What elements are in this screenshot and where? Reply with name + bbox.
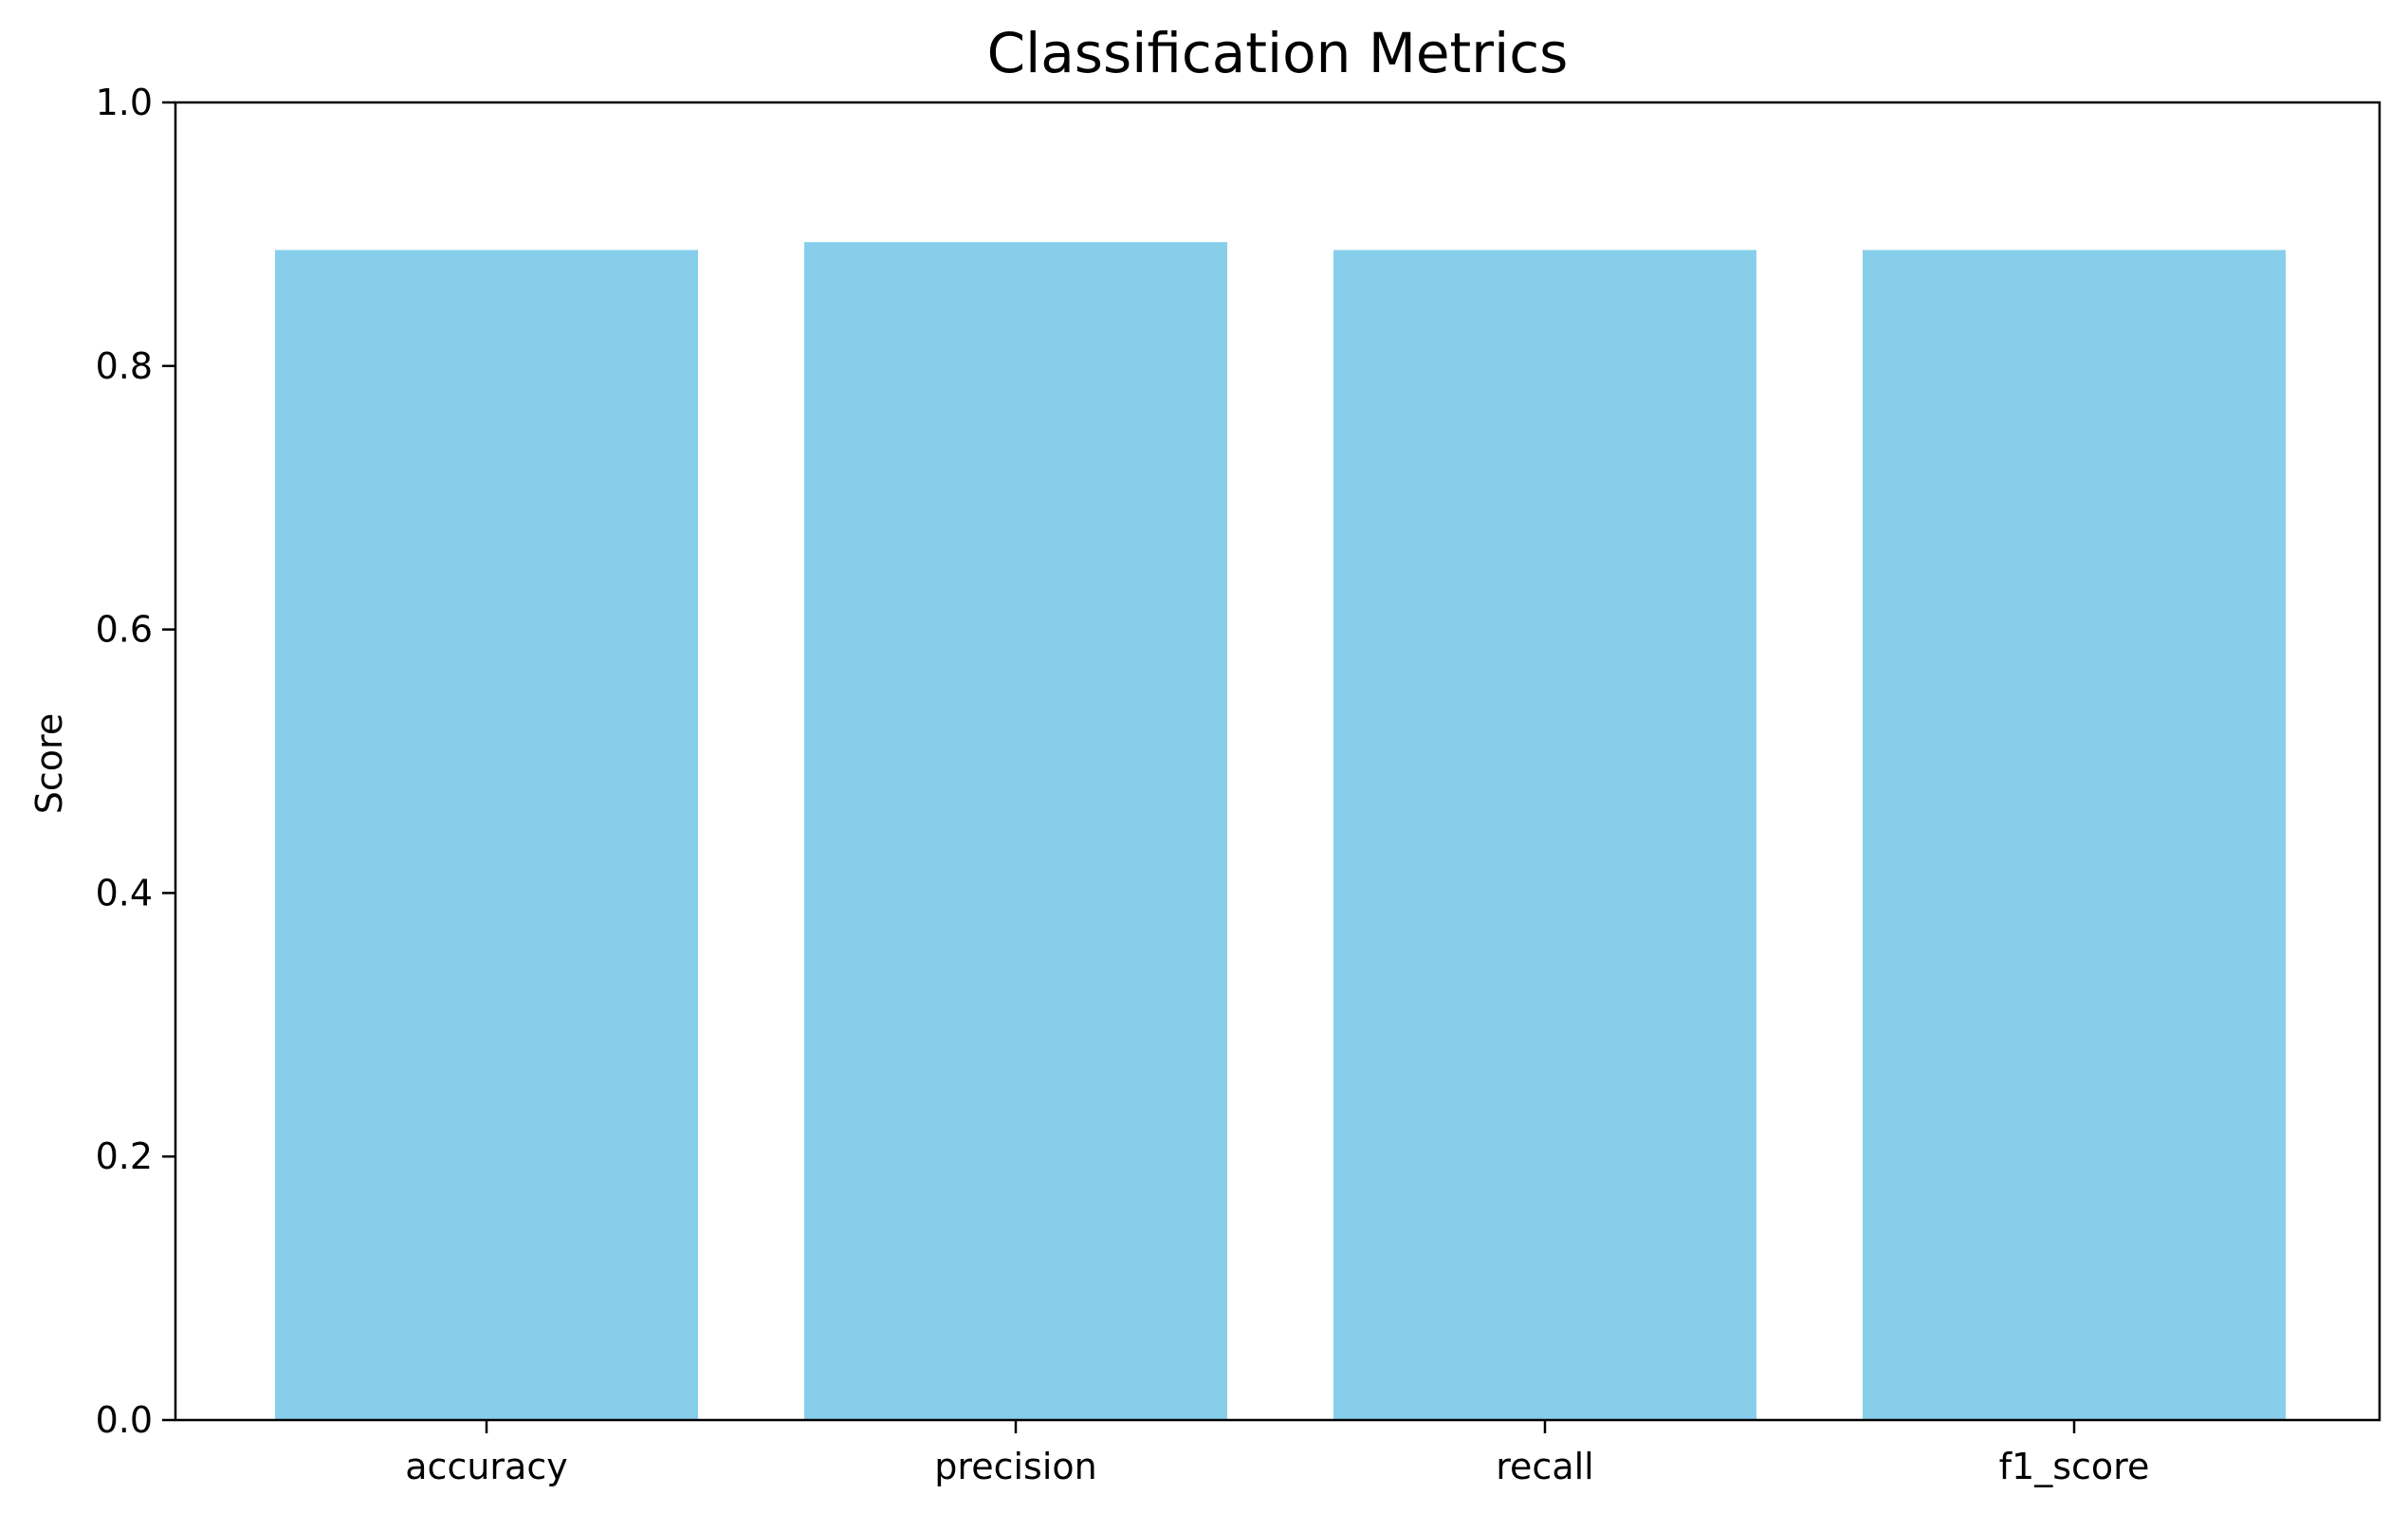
bars-group [275,242,2286,1420]
x-axis-ticks: accuracy precision recall f1_score [405,1420,2149,1487]
plot-frame [174,101,2381,1422]
x-tick-label: f1_score [1999,1446,2150,1487]
y-tick-label: 0.6 [96,609,153,651]
y-axis-label: Score [28,713,70,814]
y-axis-ticks: 0.0 0.2 0.4 0.6 0.8 1.0 [96,82,175,1441]
bar-accuracy [275,249,698,1420]
y-tick-label: 0.4 [96,872,153,913]
chart-title: Classification Metrics [987,21,1569,85]
bar-f1-score [1863,249,2286,1420]
x-tick-label: precision [934,1446,1096,1487]
x-tick-label: accuracy [405,1446,567,1487]
y-tick-label: 0.0 [96,1399,153,1441]
y-tick-label: 1.0 [96,82,153,123]
bar-recall [1333,249,1756,1420]
y-tick-label: 0.2 [96,1135,153,1177]
x-tick-label: recall [1496,1446,1593,1487]
bar-precision [804,242,1227,1420]
y-tick-label: 0.8 [96,345,153,387]
